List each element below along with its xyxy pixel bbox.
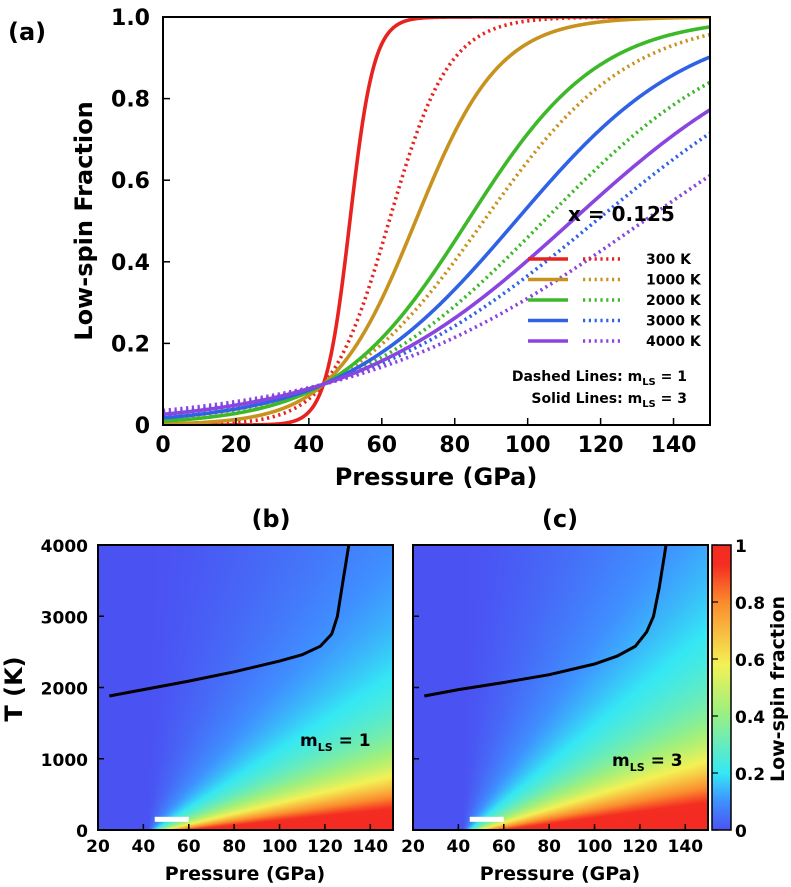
panel-c-x-axis-label: Pressure (GPa) xyxy=(480,863,640,885)
x-tick-label: 20 xyxy=(401,837,425,857)
panel-c-x-ticks: 20 40 60 80 100 120 140 xyxy=(401,824,703,857)
panel-a-x-axis-label: Pressure (GPa) xyxy=(335,463,538,491)
x-tick-label: 100 xyxy=(262,837,298,857)
curve-dashed-3000k xyxy=(163,131,710,415)
panel-b-boundary-line xyxy=(109,544,351,698)
panel-c-heatmap xyxy=(413,545,708,830)
y-tick-label: 4000 xyxy=(41,537,88,557)
x-tick-label: 140 xyxy=(651,433,697,458)
x-tick-label: 40 xyxy=(447,837,471,857)
y-tick-label: 3000 xyxy=(41,608,88,628)
x-tick-label: 40 xyxy=(294,433,325,458)
legend-label: 1000 K xyxy=(646,273,702,289)
curve-solid-1000k xyxy=(163,17,710,425)
colorbar: 0 0.2 0.4 0.6 0.8 1 Low-spin fraction xyxy=(711,537,789,842)
y-tick-label: 0.8 xyxy=(111,88,150,113)
panel-a-annotation: x = 0.125 xyxy=(568,202,675,226)
x-tick-label: 80 xyxy=(537,837,561,857)
colorbar-tick-label: 0.8 xyxy=(735,594,765,614)
panel-c: (c) 20 40 60 80 100 120 140 Pressure (GPa) mLS… xyxy=(401,505,709,885)
panel-c-y-ticks xyxy=(413,544,419,831)
x-tick-label: 80 xyxy=(439,433,470,458)
legend-label: 2000 K xyxy=(646,293,702,309)
x-tick-label: 140 xyxy=(668,837,704,857)
panel-a-curves xyxy=(163,17,710,425)
curve-dashed-1000k xyxy=(163,32,710,422)
colorbar-tick-label: 1 xyxy=(735,537,747,557)
panel-a-x-ticks: 0 20 40 60 80 100 120 140 xyxy=(155,418,697,458)
curve-dashed-2000k xyxy=(163,80,710,418)
panel-a-y-ticks: 0 0.2 0.4 0.6 0.8 1.0 xyxy=(111,6,170,439)
curve-dashed-4000k xyxy=(163,174,710,413)
legend-label: 4000 K xyxy=(646,334,702,350)
panel-a: (a) 0 20 40 60 80 100 120 140 00.20.40.60.81.0 … xyxy=(8,6,711,491)
x-tick-label: 0 xyxy=(155,433,170,458)
y-tick-label: 0 xyxy=(76,822,88,842)
x-tick-label: 120 xyxy=(622,837,658,857)
legend-note-dashed: Dashed Lines: mLS = 1 xyxy=(512,369,687,388)
panel-b-white-marker xyxy=(154,816,189,822)
curve-solid-4000k xyxy=(163,108,710,417)
x-tick-label: 120 xyxy=(307,837,343,857)
panel-a-frame xyxy=(162,16,711,426)
panel-b-y-ticks: 0 1000 2000 3000 4000 xyxy=(41,537,104,842)
panel-b-x-axis-label: Pressure (GPa) xyxy=(165,863,325,885)
colorbar-gradient xyxy=(711,544,732,831)
legend-label: 3000 K xyxy=(646,314,702,330)
x-tick-label: 100 xyxy=(505,433,551,458)
x-tick-label: 60 xyxy=(177,837,201,857)
panel-a-legend-notes: Dashed Lines: mLS = 1 Solid Lines: mLS =… xyxy=(512,369,687,410)
y-tick-label: 0.4 xyxy=(111,251,150,276)
y-tick-label: 0.6 xyxy=(111,169,150,194)
panel-c-label: (c) xyxy=(542,505,578,533)
panel-b-label: (b) xyxy=(251,505,290,533)
x-tick-label: 20 xyxy=(221,433,252,458)
x-tick-label: 100 xyxy=(577,837,613,857)
colorbar-tick-label: 0.2 xyxy=(735,765,765,785)
colorbar-ticks: 0 0.2 0.4 0.6 0.8 1 xyxy=(712,537,765,842)
panel-a-label: (a) xyxy=(8,18,46,46)
x-tick-label: 80 xyxy=(222,837,246,857)
panel-a-y-axis-label: Low-spin Fraction xyxy=(70,101,98,340)
curve-solid-2000k xyxy=(163,25,710,423)
y-tick-label: 0 xyxy=(135,414,150,439)
x-tick-label: 120 xyxy=(578,433,624,458)
colorbar-tick-label: 0.6 xyxy=(735,651,765,671)
legend-label: 300 K xyxy=(646,252,692,268)
x-tick-label: 140 xyxy=(353,837,389,857)
colorbar-tick-label: 0 xyxy=(735,822,747,842)
colorbar-label: Low-spin fraction xyxy=(767,596,789,782)
panel-b-annotation: mLS = 1 xyxy=(300,731,371,754)
legend-note-solid: Solid Lines: mLS = 3 xyxy=(531,391,687,410)
y-tick-label: 0.2 xyxy=(111,332,150,357)
panel-b: (b) 20 40 60 80 100 120 140 01000200030004000 … xyxy=(0,505,394,885)
x-tick-label: 60 xyxy=(492,837,516,857)
y-tick-label: 1000 xyxy=(41,751,88,771)
curve-solid-3000k xyxy=(163,55,710,420)
panel-b-heatmap xyxy=(98,545,393,830)
y-tick-label: 2000 xyxy=(41,680,88,700)
panel-c-annotation: mLS = 3 xyxy=(612,751,683,774)
colorbar-tick-label: 0.4 xyxy=(735,708,765,728)
x-tick-label: 60 xyxy=(366,433,397,458)
x-tick-label: 20 xyxy=(86,837,110,857)
panel-c-boundary-line xyxy=(424,544,668,698)
y-tick-label: 1.0 xyxy=(111,6,150,31)
x-tick-label: 40 xyxy=(132,837,156,857)
panel-b-x-ticks: 20 40 60 80 100 120 140 xyxy=(86,824,388,857)
panel-c-white-marker xyxy=(469,816,504,822)
panel-a-legend: 300 K 1000 K 2000 K 3000 K 4000 K xyxy=(528,252,702,350)
panel-b-y-axis-label: T (K) xyxy=(0,656,28,721)
